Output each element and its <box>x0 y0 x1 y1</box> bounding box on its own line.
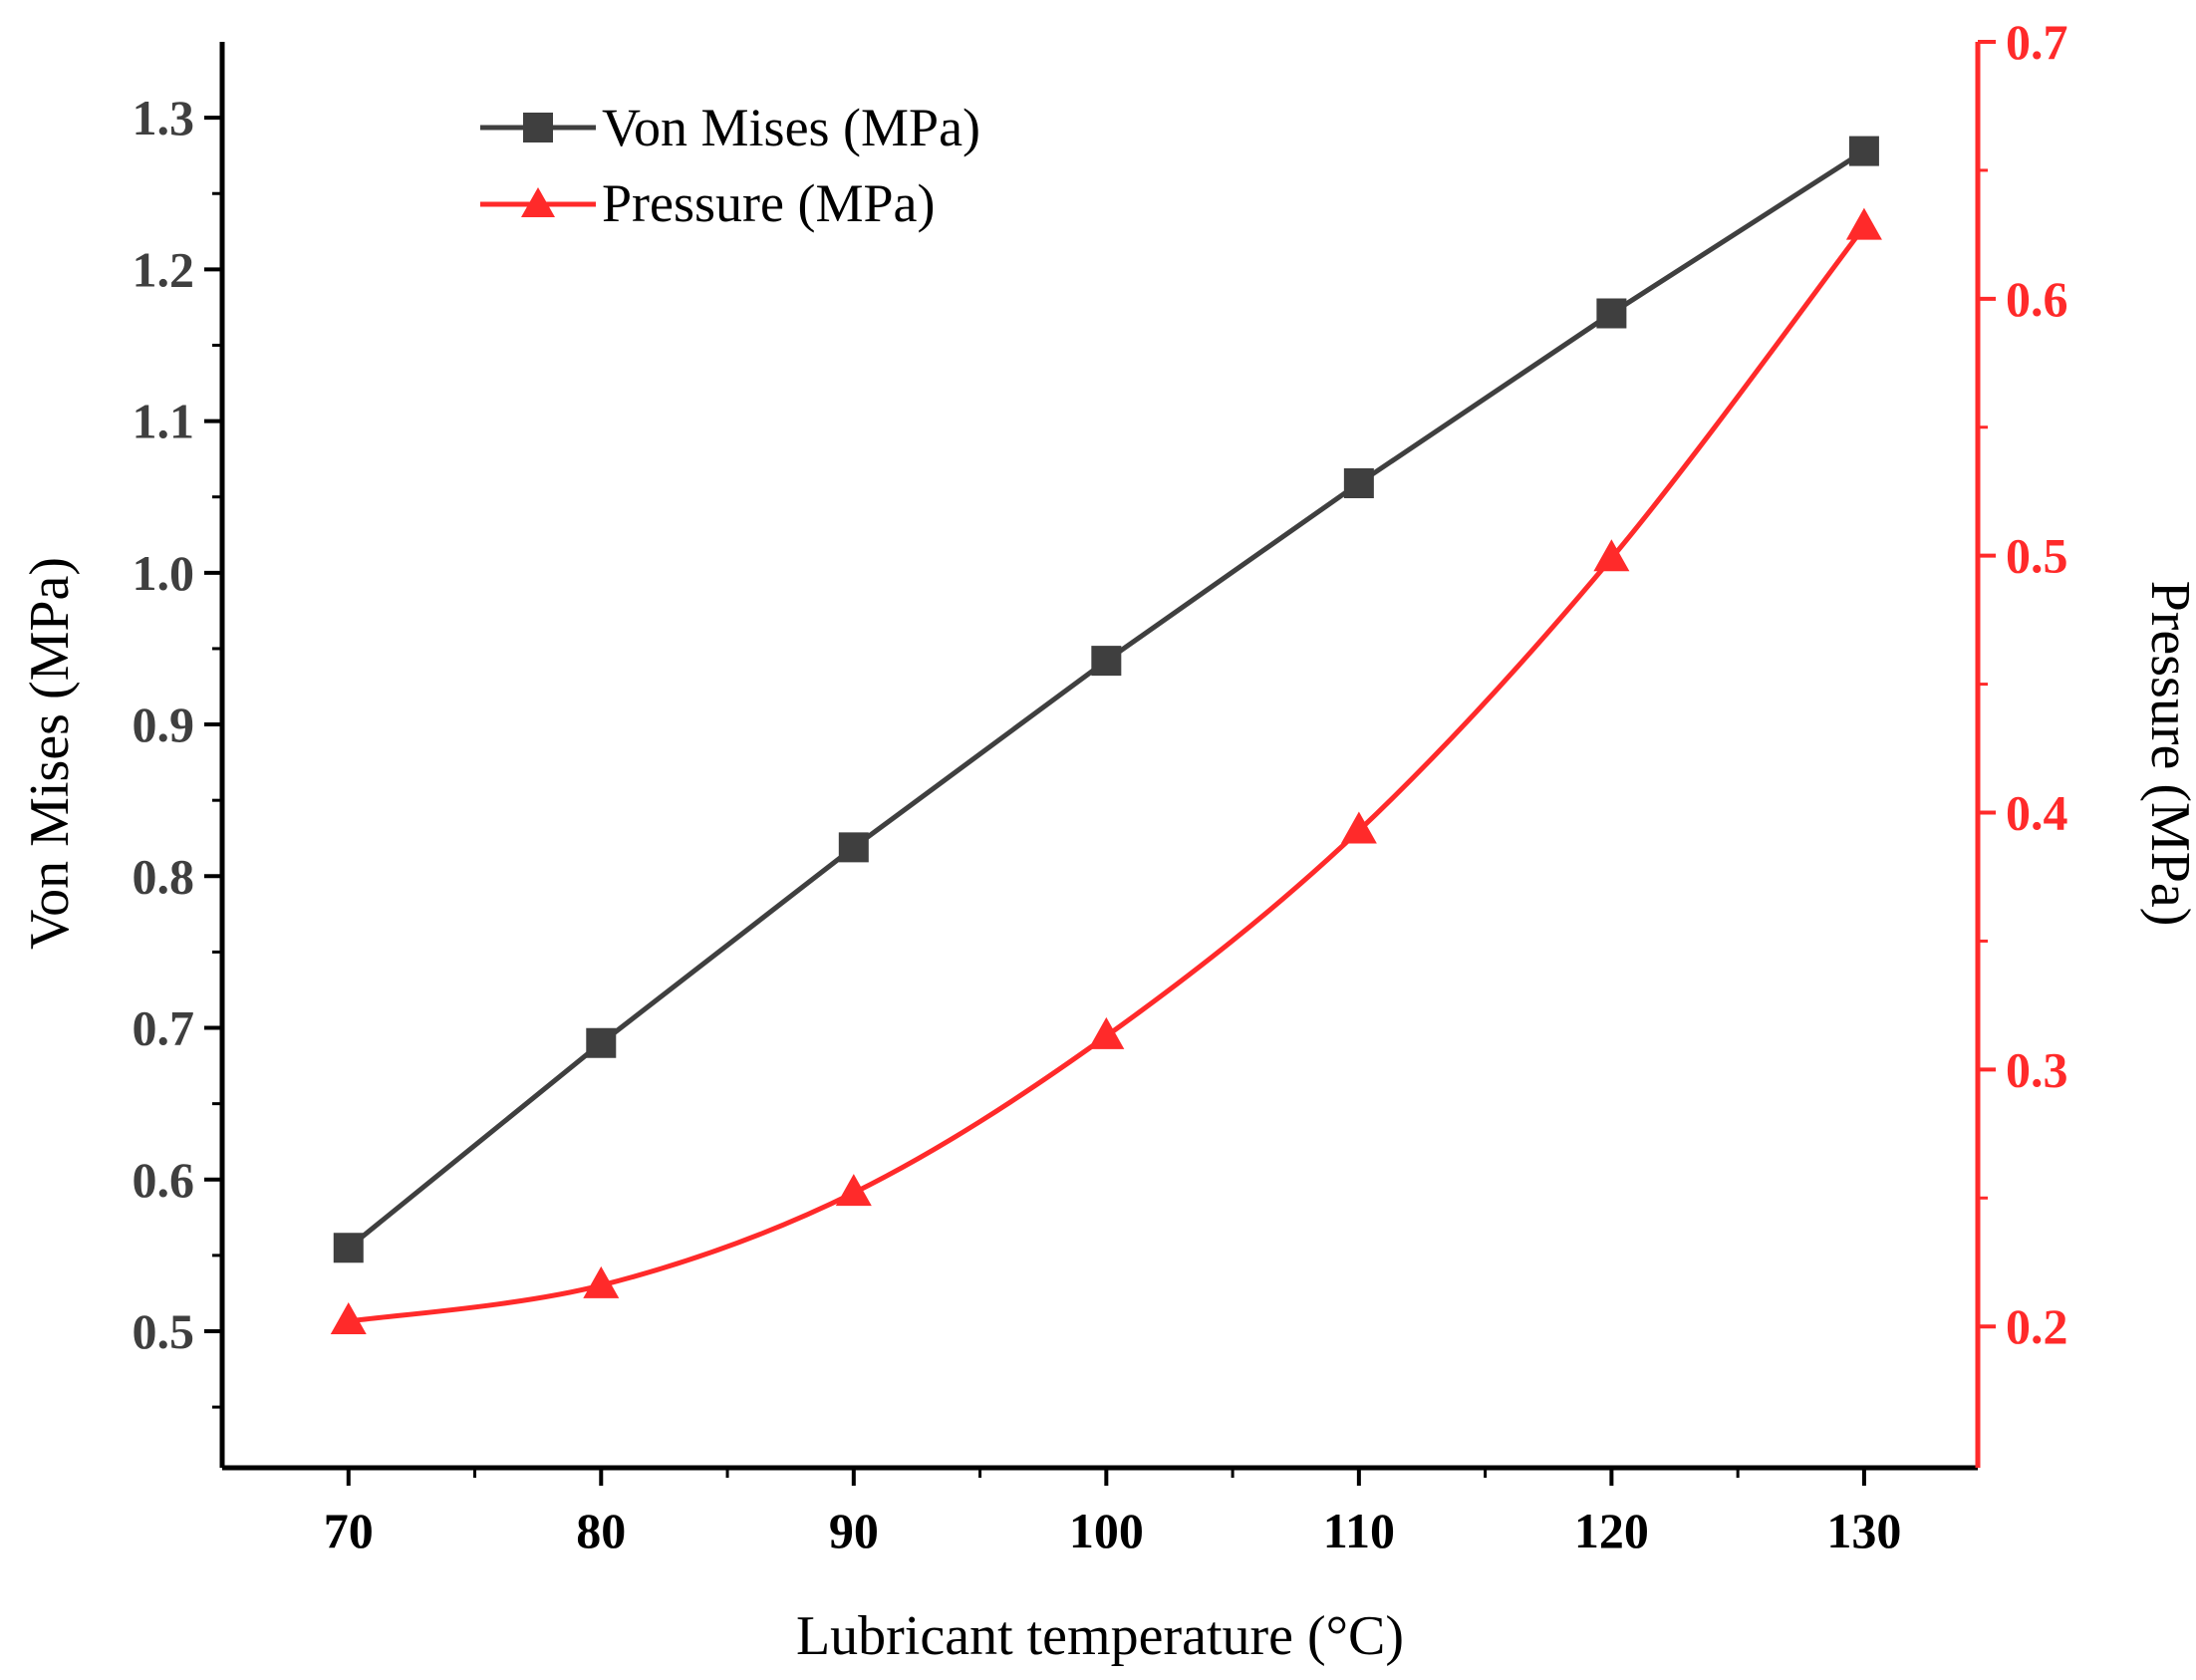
y-left-tick-label: 0.6 <box>133 1152 195 1208</box>
right-axis-ticks: 0.2 0.3 0.4 0.5 0.6 0.7 <box>1978 14 2068 1354</box>
y-left-tick-label: 0.5 <box>133 1303 195 1359</box>
y-left-tick-label: 1.1 <box>133 394 195 449</box>
y-right-tick-label: 0.5 <box>2006 528 2068 584</box>
data-point-pressure <box>1593 539 1630 572</box>
data-point-von-mises <box>1091 646 1122 677</box>
data-point-pressure <box>1340 811 1377 844</box>
x-tick-label: 100 <box>1069 1503 1144 1558</box>
data-point-von-mises <box>1848 136 1879 166</box>
legend-label-pressure: Pressure (MPa) <box>602 173 935 233</box>
data-point-pressure <box>583 1265 620 1298</box>
series-layer <box>330 136 1882 1335</box>
data-point-von-mises <box>1596 298 1627 329</box>
x-tick-label: 120 <box>1574 1503 1649 1558</box>
data-point-von-mises <box>838 832 869 863</box>
x-axis-title: Lubricant temperature (°C) <box>796 1605 1404 1667</box>
y-right-tick-label: 0.6 <box>2006 271 2068 327</box>
x-tick-label: 130 <box>1826 1503 1901 1558</box>
legend: Von Mises (MPa) Pressure (MPa) <box>480 98 980 233</box>
legend-marker-triangle <box>521 187 555 217</box>
y-left-tick-label: 1.0 <box>133 545 195 601</box>
data-point-pressure <box>1088 1016 1125 1049</box>
y-left-tick-label: 0.7 <box>133 1000 195 1056</box>
y-axis-right-title: Pressure (MPa) <box>2139 581 2196 927</box>
y-left-tick-label: 1.3 <box>133 90 195 145</box>
x-tick-label: 110 <box>1323 1503 1395 1558</box>
legend-marker-square <box>523 113 553 142</box>
legend-item-von-mises: Von Mises (MPa) <box>480 98 980 157</box>
data-point-von-mises <box>586 1027 617 1058</box>
x-tick-label: 80 <box>576 1503 626 1558</box>
x-tick-label: 70 <box>324 1503 374 1558</box>
data-point-von-mises <box>1343 468 1374 499</box>
left-axis-ticks: 0.5 0.6 0.7 0.8 0.9 1.0 1.1 1.2 1.3 <box>133 90 222 1409</box>
legend-label-von-mises: Von Mises (MPa) <box>602 98 980 157</box>
y-left-tick-label: 0.8 <box>133 848 195 904</box>
data-point-pressure <box>330 1302 367 1335</box>
series-line-pressure <box>348 225 1866 1324</box>
y-right-tick-label: 0.7 <box>2006 14 2068 70</box>
series-line-von-mises <box>347 148 1866 1251</box>
y-left-tick-label: 1.2 <box>133 241 195 297</box>
y-left-tick-label: 0.9 <box>133 697 195 752</box>
y-axis-left-title: Von Mises (MPa) <box>19 557 81 950</box>
data-point-pressure <box>835 1174 872 1207</box>
data-point-pressure <box>1845 207 1882 240</box>
x-axis-ticks: 70 80 90 100 110 120 130 <box>324 1468 1901 1558</box>
y-right-tick-label: 0.4 <box>2006 785 2068 841</box>
y-right-tick-label: 0.2 <box>2006 1298 2068 1354</box>
y-right-tick-label: 0.3 <box>2006 1041 2068 1097</box>
legend-item-pressure: Pressure (MPa) <box>480 173 935 233</box>
data-point-von-mises <box>333 1233 364 1263</box>
x-tick-label: 90 <box>829 1503 879 1558</box>
